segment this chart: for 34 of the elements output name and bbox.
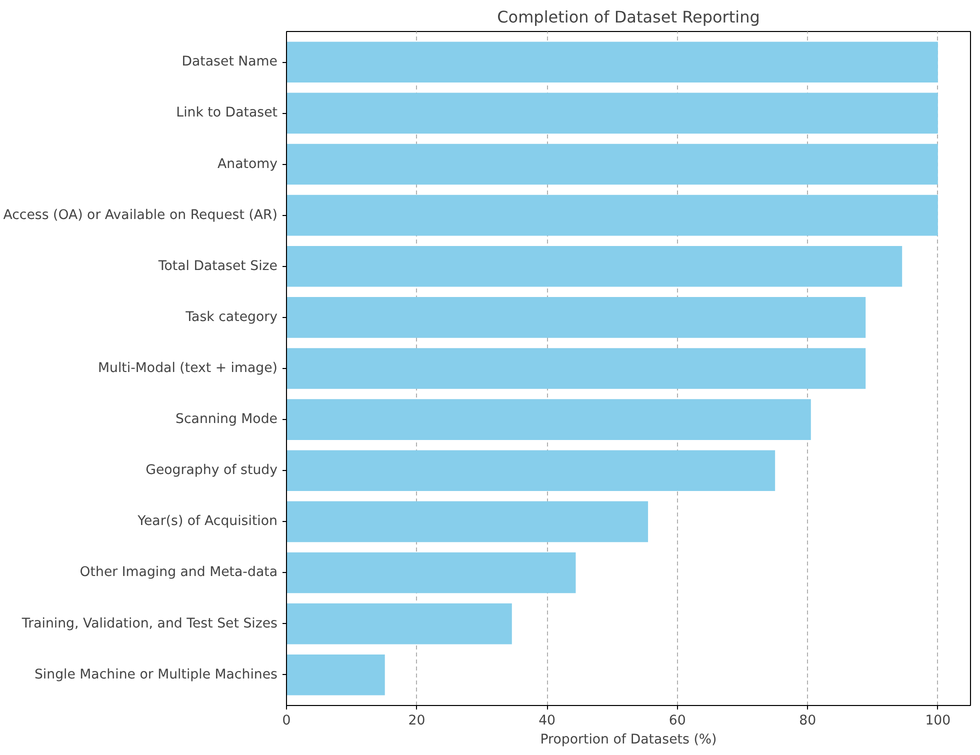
x-tick-label: 20	[408, 714, 426, 728]
y-tick-label: Link to Dataset	[176, 106, 278, 121]
bar	[286, 246, 902, 287]
bar	[286, 92, 938, 134]
bar	[286, 348, 866, 389]
y-tick-label: Other Imaging and Meta-data	[80, 565, 278, 580]
y-tick-label: Single Machine or Multiple Machines	[34, 667, 278, 682]
x-tick-label: 80	[799, 714, 816, 728]
chart-title: Completion of Dataset Reporting	[497, 8, 760, 26]
y-tick-label: Task category	[184, 310, 278, 325]
bar	[286, 654, 385, 696]
y-tick-label: Dataset Name	[182, 54, 278, 70]
x-tick-label: 0	[282, 714, 291, 728]
y-tick-label: Anatomy	[218, 156, 278, 172]
x-axis-title: Proportion of Datasets (%)	[540, 732, 717, 748]
y-tick-label: Access (OA) or Available on Request (AR)	[3, 208, 278, 223]
y-tick-label: Year(s) of Acquisition	[136, 514, 278, 530]
bar	[286, 194, 938, 236]
y-tick-label: Scanning Mode	[175, 412, 278, 428]
y-tick-label: Geography of study	[146, 463, 278, 478]
bar	[286, 144, 938, 185]
bar	[286, 552, 576, 594]
bar	[286, 42, 938, 83]
bar	[286, 399, 811, 440]
bar	[286, 450, 776, 492]
y-tick-label: Multi-Modal (text + image)	[98, 361, 278, 376]
bar	[286, 603, 512, 644]
bar	[286, 501, 648, 542]
x-tick-label: 40	[538, 714, 556, 728]
bar	[286, 297, 866, 338]
y-tick-label: Total Dataset Size	[157, 258, 278, 274]
y-tick-label: Training, Validation, and Test Set Sizes	[20, 616, 278, 632]
x-tick-label: 60	[668, 714, 686, 728]
x-tick-label: 100	[925, 714, 951, 728]
